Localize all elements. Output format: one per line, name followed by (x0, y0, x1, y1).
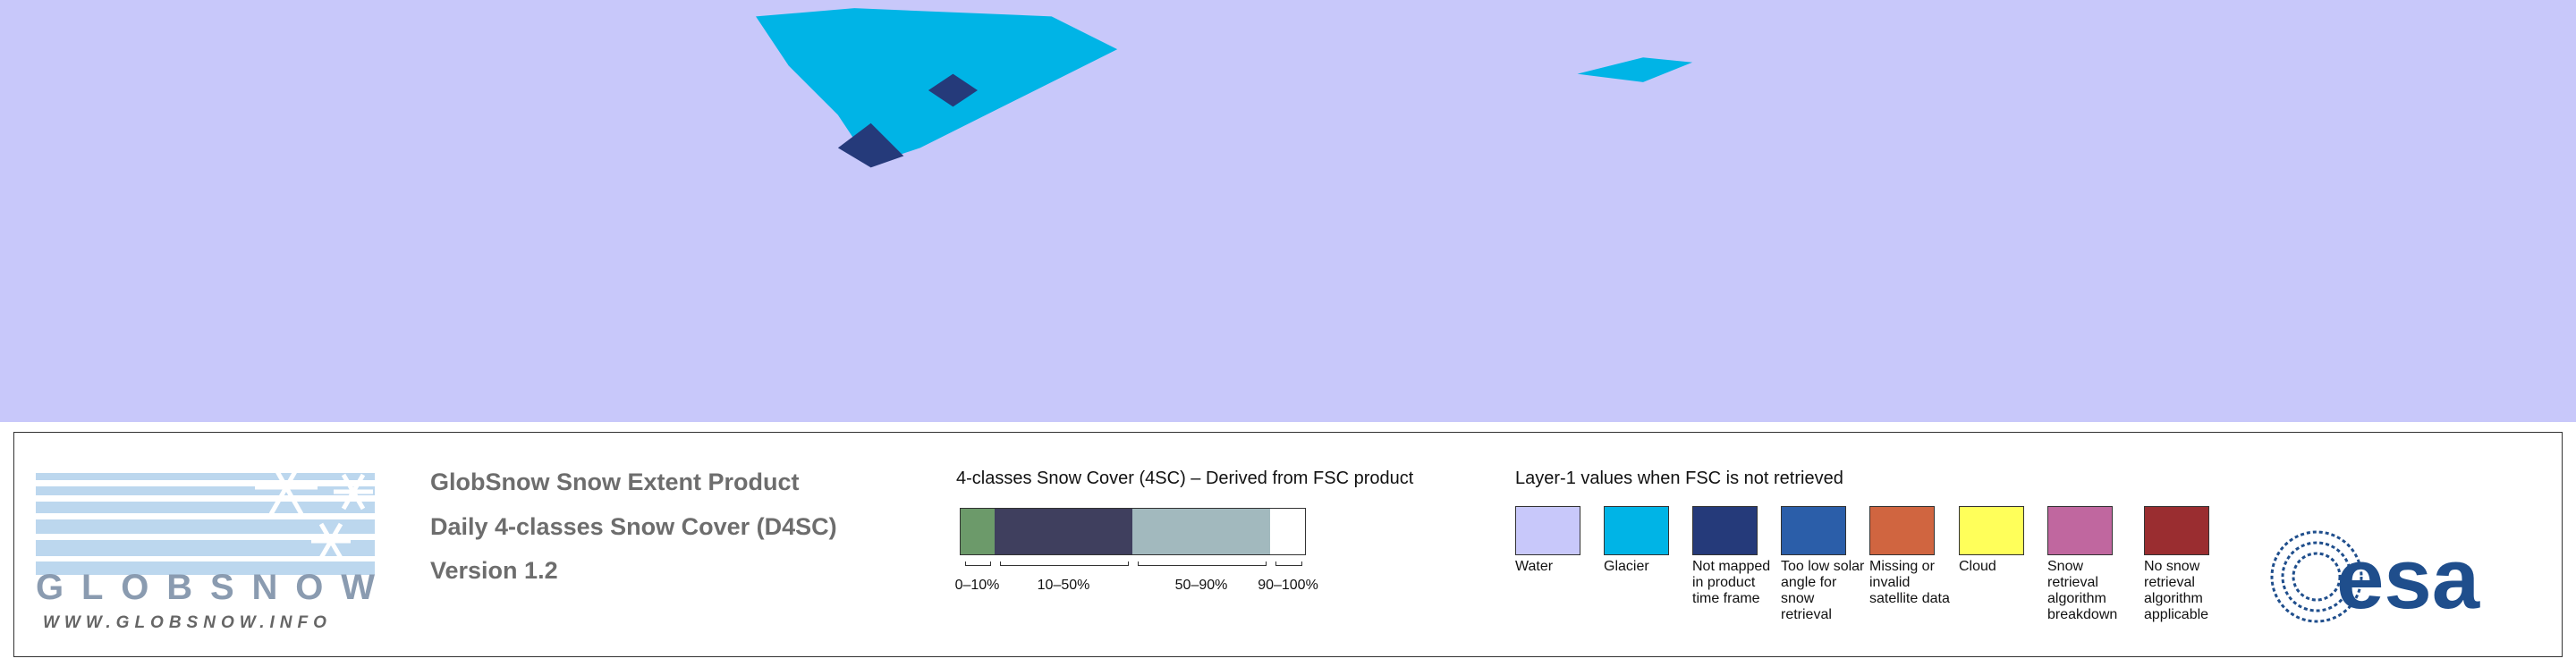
layer1-label: Water (1515, 559, 1554, 574)
snow-class-swatch (960, 508, 995, 555)
layer1-label: Snow retrieval algorithm breakdown (2047, 559, 2118, 622)
layer1-swatch (1515, 506, 1580, 555)
snow-class-bracket (965, 561, 991, 566)
product-line: Daily 4-classes Snow Cover (D4SC) (430, 513, 837, 540)
snow-class-swatch (1132, 508, 1270, 555)
layer1-swatch (1781, 506, 1846, 555)
layer1-label: Missing or invalid satellite data (1869, 559, 1950, 606)
layer1-label: Not mapped in product time frame (1692, 559, 1771, 606)
product-line: Version 1.2 (430, 557, 558, 584)
esa-logo: esa (2270, 530, 2480, 627)
snow-class-swatch (1270, 508, 1306, 555)
snow-class-label: 90–100% (1258, 578, 1318, 593)
globsnow-logo: GLOBSNOW WWW.GLOBSNOW.INFO (36, 459, 375, 632)
logo-url: WWW.GLOBSNOW.INFO (43, 613, 332, 632)
snow-class-label: 10–50% (1037, 578, 1090, 593)
layer1-label: Glacier (1604, 559, 1649, 574)
layer1-swatch (1692, 506, 1758, 555)
snow-class-label: 50–90% (1174, 578, 1228, 593)
layer1-swatch (2144, 506, 2209, 555)
layer1-label: Cloud (1959, 559, 1996, 574)
snow-legend-title: 4-classes Snow Cover (4SC) – Derived fro… (956, 469, 1414, 488)
layer1-swatch (1959, 506, 2024, 555)
layer1-swatch (2047, 506, 2113, 555)
layer1-label: No snow retrieval algorithm applicable (2144, 559, 2209, 622)
layer1-swatch (1869, 506, 1935, 555)
snow-class-label: 0–10% (954, 578, 1000, 593)
snow-class-swatch (995, 508, 1132, 555)
snow-class-bracket (1275, 561, 1302, 566)
layer1-label: Too low solar angle for snow retrieval (1781, 559, 1865, 622)
product-line: GlobSnow Snow Extent Product (430, 469, 800, 495)
layer1-swatch (1604, 506, 1669, 555)
snow-class-bracket (1138, 561, 1267, 566)
esa-text: esa (2336, 531, 2480, 627)
legend-panel (13, 432, 2563, 657)
snow-class-bracket (1000, 561, 1129, 566)
layer1-legend-title: Layer-1 values when FSC is not retrieved (1515, 469, 1843, 488)
snow-map (0, 0, 2576, 422)
